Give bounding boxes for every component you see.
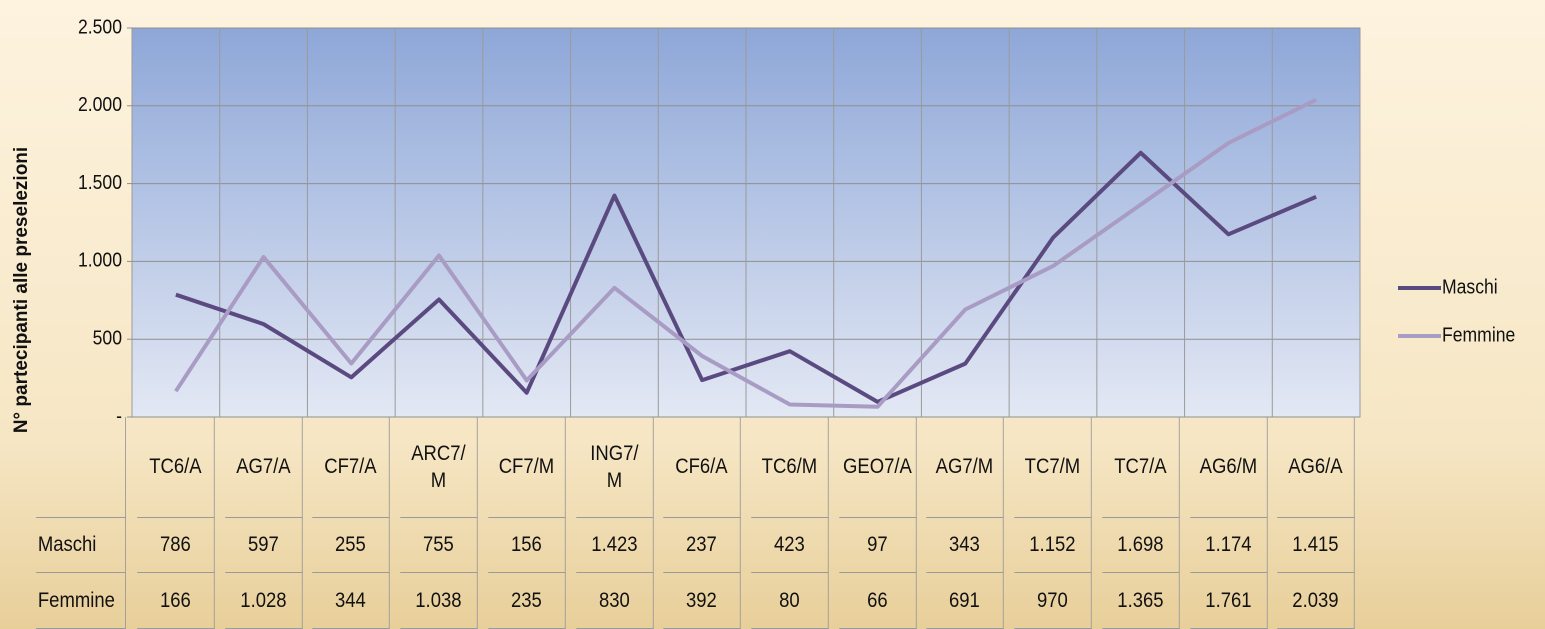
x-tick-label: GEO7/A <box>838 417 917 518</box>
y-tick-label: 1.000 <box>78 249 122 271</box>
y-axis-label: N° partecipanti alle preselezioni <box>11 147 32 433</box>
y-tick-label: 500 <box>93 326 122 348</box>
data-label: 1.698 <box>1102 518 1180 573</box>
data-label: 343 <box>926 518 1004 573</box>
data-label: 255 <box>312 518 390 573</box>
y-tick-label: 1.500 <box>78 171 122 193</box>
x-tick-label: CF7/A <box>312 417 390 518</box>
data-label: 1.761 <box>1189 573 1268 629</box>
x-tick-label: AG6/M <box>1189 417 1268 518</box>
data-label: 2.039 <box>1277 573 1355 629</box>
x-tick-label: CF6/A <box>663 417 741 518</box>
table-corner <box>36 417 126 518</box>
data-label: 97 <box>838 518 917 573</box>
y-tick-label: 2.500 <box>78 15 122 37</box>
data-label: 344 <box>312 573 390 629</box>
data-label: 156 <box>488 518 566 573</box>
legend-label: Maschi <box>1442 275 1498 297</box>
y-tick-label: - <box>116 404 122 426</box>
x-tick-label: TC6/A <box>137 417 215 518</box>
data-label: 80 <box>751 573 829 629</box>
x-tick-label: TC7/M <box>1014 417 1092 518</box>
data-label: 1.038 <box>400 573 478 629</box>
legend-label: Femmine <box>1442 323 1515 345</box>
series-line <box>175 150 1317 404</box>
x-tick-label: ARC7/ M <box>400 417 478 518</box>
data-label: 237 <box>663 518 741 573</box>
data-label: 597 <box>224 518 303 573</box>
x-tick-label: AG7/M <box>926 417 1004 518</box>
data-label: 970 <box>1014 573 1092 629</box>
x-tick-label: CF7/M <box>488 417 566 518</box>
data-label: 235 <box>488 573 566 629</box>
data-label: 1.152 <box>1014 518 1092 573</box>
x-tick-label: TC7/A <box>1102 417 1180 518</box>
x-tick-label: ING7/ M <box>575 417 654 518</box>
data-label: 423 <box>751 518 829 573</box>
x-tick-label: AG6/A <box>1277 417 1355 518</box>
x-tick-label: TC6/M <box>751 417 829 518</box>
data-table: TC6/A AG7/A CF7/A ARC7/ M CF7/M ING7/ M CF6/A T… <box>30 417 1360 629</box>
data-label: 66 <box>838 573 917 629</box>
x-tick-label: AG7/A <box>224 417 303 518</box>
data-label: 392 <box>663 573 741 629</box>
row-header: Femmine <box>36 573 126 629</box>
y-tick-label: 2.000 <box>78 93 122 115</box>
data-label: 1.415 <box>1277 518 1355 573</box>
data-label: 691 <box>926 573 1004 629</box>
row-header: Maschi <box>36 518 126 573</box>
data-label: 830 <box>575 573 654 629</box>
series-line <box>174 97 1318 409</box>
data-label: 1.423 <box>575 518 654 573</box>
data-label: 755 <box>400 518 478 573</box>
data-label: 786 <box>137 518 215 573</box>
data-label: 1.174 <box>1189 518 1268 573</box>
data-label: 166 <box>137 573 215 629</box>
data-label: 1.365 <box>1102 573 1180 629</box>
data-label: 1.028 <box>224 573 303 629</box>
